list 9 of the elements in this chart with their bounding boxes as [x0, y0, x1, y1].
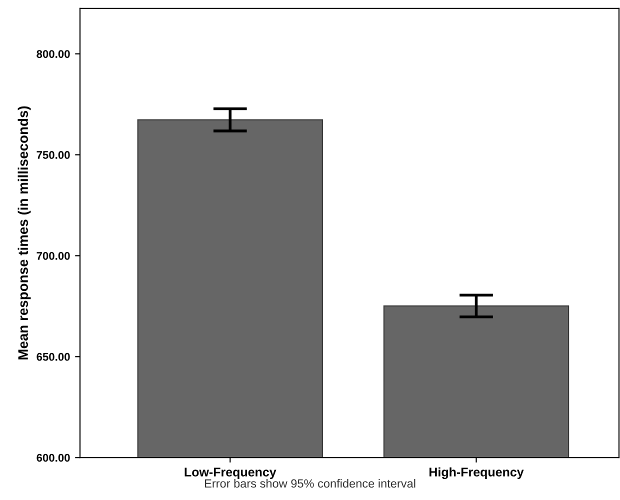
y-axis-title: Mean response times (in milliseconds)	[18, 106, 31, 360]
y-tick-label: 600.00	[36, 454, 70, 462]
y-tick-label: 800.00	[36, 50, 70, 58]
y-tick-label: 650.00	[36, 352, 70, 361]
y-tick-label: 700.00	[36, 252, 70, 260]
y-tick-label: 750.00	[36, 151, 70, 159]
x-tick-label: High-Frequency	[430, 467, 524, 480]
text: Error bars show 95% confidence interval	[205, 478, 416, 488]
x-tick-label: Low-Frequency	[184, 468, 276, 479]
